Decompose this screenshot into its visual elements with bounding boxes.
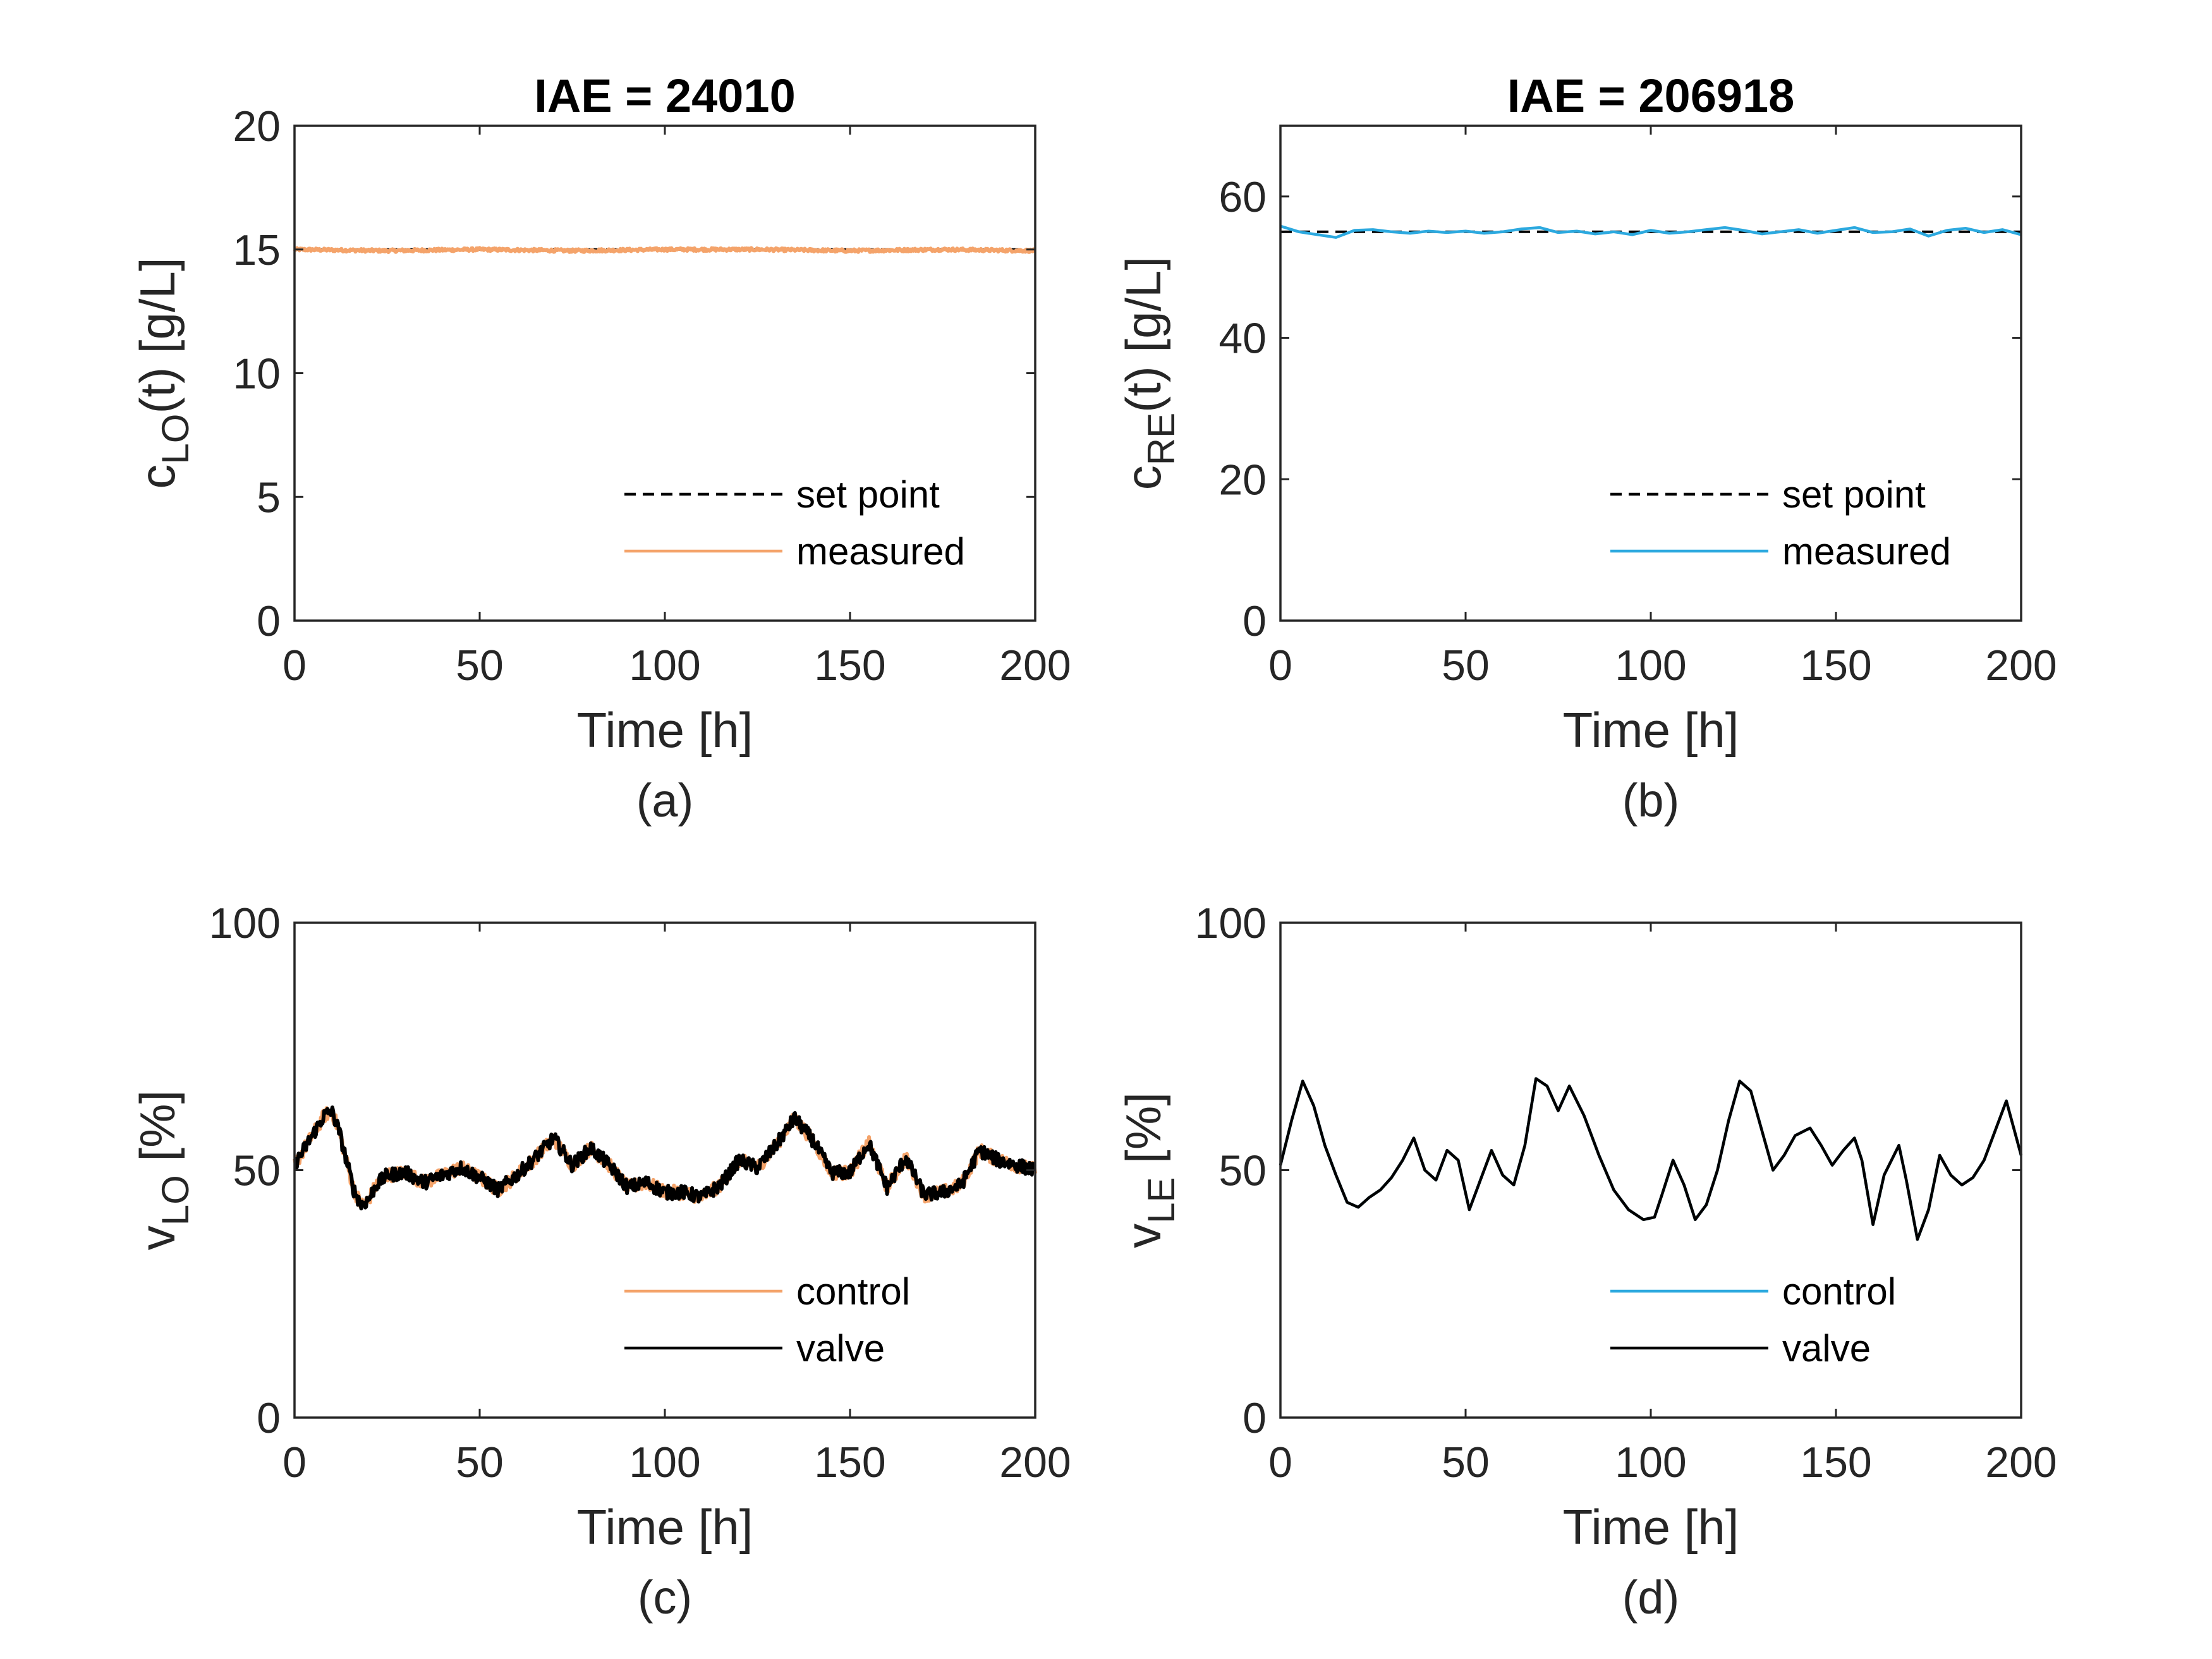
- plot-area: [295, 126, 1035, 621]
- x-tick-label: 0: [1268, 1438, 1292, 1486]
- x-tick-label: 150: [814, 641, 885, 690]
- x-tick-label: 100: [629, 641, 700, 690]
- panel-caption: (a): [636, 774, 693, 827]
- y-axis-label: cLO(t) [g/L]: [130, 257, 197, 489]
- y-tick-label: 50: [1218, 1147, 1267, 1195]
- panel-caption: (c): [638, 1571, 692, 1624]
- x-tick-label: 200: [1985, 641, 2057, 690]
- panel-caption: (b): [1622, 774, 1679, 827]
- y-tick-label: 20: [1218, 456, 1267, 504]
- y-axis-label: vLE [%]: [1115, 1092, 1182, 1248]
- series-line-valve: [1279, 1077, 2023, 1241]
- legend-label: set point: [796, 473, 940, 516]
- x-tick-label: 0: [283, 641, 307, 690]
- panel-title: IAE = 206918: [1507, 70, 1795, 122]
- x-tick-label: 200: [999, 1438, 1071, 1486]
- y-axis-label: cRE(t) [g/L]: [1115, 257, 1182, 490]
- legend-label: valve: [1782, 1327, 1871, 1370]
- panel-caption: (d): [1622, 1571, 1679, 1624]
- x-tick-label: 100: [1615, 641, 1686, 690]
- series-line-measured: [293, 246, 1036, 254]
- x-tick-label: 50: [1442, 1438, 1490, 1486]
- series-line-measured: [1280, 224, 2022, 239]
- x-tick-label: 200: [999, 641, 1071, 690]
- x-axis-label: Time [h]: [577, 702, 753, 758]
- legend-label: control: [1782, 1270, 1896, 1313]
- plot-area: [1280, 923, 2021, 1418]
- y-tick-label: 0: [1243, 1394, 1267, 1442]
- plot-area: [1280, 126, 2021, 621]
- x-tick-label: 0: [283, 1438, 307, 1486]
- x-tick-label: 100: [1615, 1438, 1686, 1486]
- panel-title: IAE = 24010: [534, 70, 795, 122]
- y-tick-label: 20: [233, 102, 281, 150]
- x-tick-label: 150: [814, 1438, 885, 1486]
- y-tick-label: 15: [233, 226, 281, 274]
- y-tick-label: 100: [1195, 899, 1267, 947]
- y-tick-label: 50: [233, 1147, 281, 1195]
- x-tick-label: 0: [1268, 641, 1292, 690]
- y-tick-label: 0: [257, 1394, 281, 1442]
- legend-label: measured: [1782, 530, 1951, 573]
- x-axis-label: Time [h]: [1563, 1499, 1739, 1555]
- x-tick-label: 50: [1442, 641, 1490, 690]
- y-tick-label: 100: [209, 899, 281, 947]
- panel-a: 0 50 100 150 200 0 5 10 15 20 IAE = 24010 Time [h] (…: [130, 70, 1071, 827]
- x-tick-label: 100: [629, 1438, 700, 1486]
- y-tick-label: 5: [257, 473, 281, 521]
- y-tick-label: 0: [1243, 597, 1267, 645]
- panel-c: 0 50 100 150 200 0 50 100 Time [h] (c) vLO [%] cont…: [130, 899, 1071, 1624]
- x-tick-label: 200: [1985, 1438, 2057, 1486]
- x-axis-label: Time [h]: [577, 1499, 753, 1555]
- x-tick-label: 50: [456, 1438, 504, 1486]
- series-line-valve: [293, 1105, 1036, 1211]
- x-tick-label: 150: [1800, 641, 1871, 690]
- y-tick-label: 0: [257, 597, 281, 645]
- x-tick-label: 50: [456, 641, 504, 690]
- y-tick-label: 60: [1218, 173, 1267, 221]
- legend-label: measured: [796, 530, 965, 573]
- x-axis-label: Time [h]: [1563, 702, 1739, 758]
- y-tick-label: 10: [233, 350, 281, 398]
- panel-b: 0 50 100 150 200 0 20 40 60 IAE = 206918 Time [h] (…: [1115, 70, 2057, 827]
- legend-label: valve: [796, 1327, 885, 1370]
- legend-label: control: [796, 1270, 910, 1313]
- legend-label: set point: [1782, 473, 1926, 516]
- panel-d: 0 50 100 150 200 0 50 100 Time [h] (d) vLE [%] cont…: [1115, 899, 2057, 1624]
- y-axis-label: vLO [%]: [130, 1090, 197, 1250]
- y-tick-label: 40: [1218, 315, 1267, 363]
- x-tick-label: 150: [1800, 1438, 1871, 1486]
